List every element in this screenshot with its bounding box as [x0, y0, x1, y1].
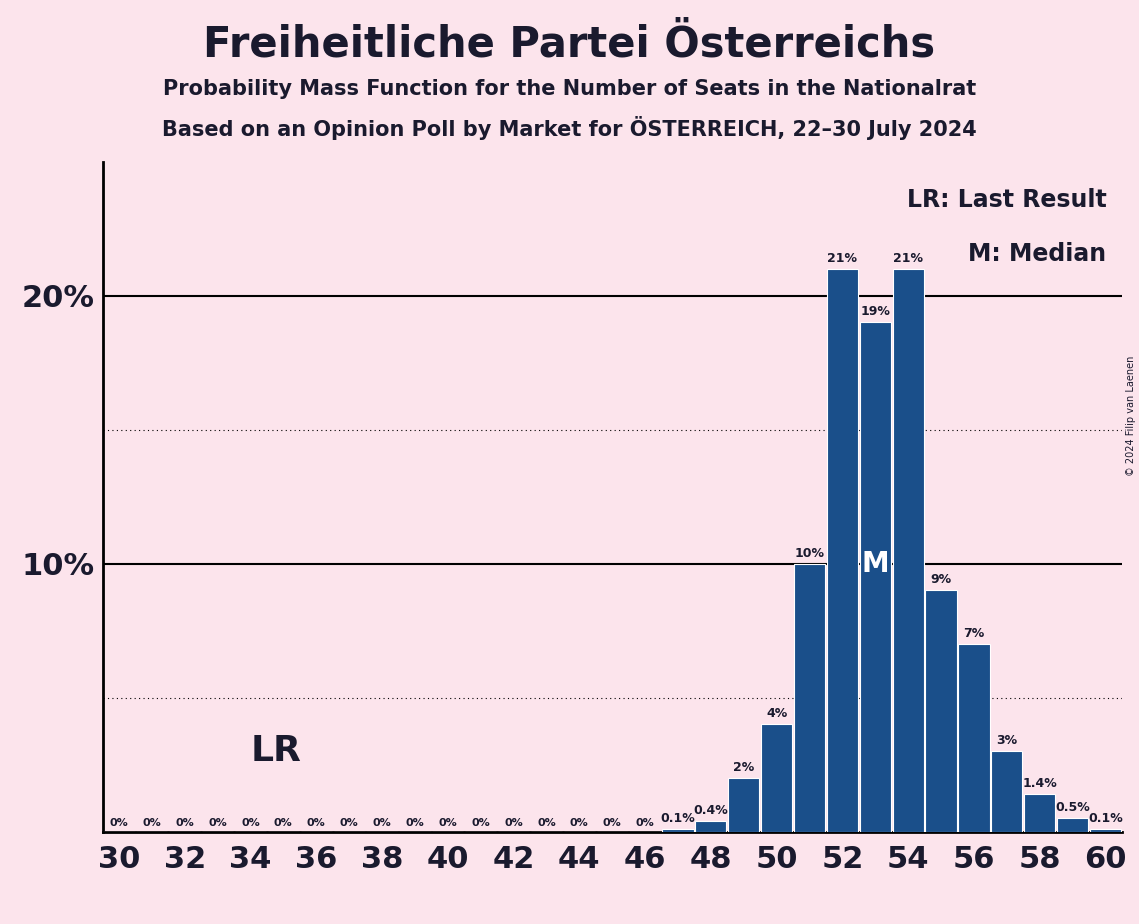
Bar [1057, 819, 1088, 832]
Text: LR: Last Result: LR: Last Result [907, 188, 1107, 213]
Text: 0%: 0% [603, 818, 622, 828]
Bar [695, 821, 727, 832]
Text: M: M [861, 550, 890, 578]
Text: © 2024 Filip van Laenen: © 2024 Filip van Laenen [1125, 356, 1136, 476]
Bar [958, 644, 990, 832]
Text: 0%: 0% [306, 818, 326, 828]
Text: 21%: 21% [827, 252, 858, 265]
Bar [728, 778, 760, 832]
Text: Freiheitliche Partei Österreichs: Freiheitliche Partei Österreichs [204, 23, 935, 65]
Bar [1024, 794, 1056, 832]
Text: LR: LR [251, 735, 302, 768]
Text: 7%: 7% [964, 627, 984, 640]
Text: 0.1%: 0.1% [661, 812, 695, 825]
Bar [925, 590, 957, 832]
Text: 9%: 9% [931, 574, 951, 587]
Bar [794, 564, 825, 832]
Bar [827, 269, 858, 832]
Text: 0%: 0% [372, 818, 392, 828]
Bar [860, 322, 891, 832]
Text: 1.4%: 1.4% [1023, 777, 1057, 790]
Bar [991, 751, 1023, 832]
Text: 2%: 2% [734, 761, 754, 774]
Text: 19%: 19% [860, 306, 891, 319]
Text: M: Median: M: Median [968, 242, 1107, 266]
Bar [663, 829, 694, 832]
Text: 0%: 0% [274, 818, 293, 828]
Text: 0%: 0% [538, 818, 556, 828]
Text: 21%: 21% [893, 252, 924, 265]
Text: 10%: 10% [795, 547, 825, 560]
Text: 0%: 0% [439, 818, 457, 828]
Bar [1090, 829, 1121, 832]
Text: 0%: 0% [570, 818, 589, 828]
Text: 0.5%: 0.5% [1055, 801, 1090, 814]
Text: 0%: 0% [405, 818, 425, 828]
Text: 0%: 0% [636, 818, 655, 828]
Text: 0%: 0% [109, 818, 129, 828]
Text: 0%: 0% [142, 818, 162, 828]
Text: 0.4%: 0.4% [694, 804, 728, 817]
Text: Probability Mass Function for the Number of Seats in the Nationalrat: Probability Mass Function for the Number… [163, 79, 976, 99]
Text: 0.1%: 0.1% [1088, 812, 1123, 825]
Text: 4%: 4% [767, 708, 787, 721]
Text: 0%: 0% [208, 818, 227, 828]
Text: 0%: 0% [505, 818, 523, 828]
Bar [893, 269, 924, 832]
Text: 3%: 3% [997, 735, 1017, 748]
Bar [761, 724, 793, 832]
Text: 0%: 0% [241, 818, 260, 828]
Text: 0%: 0% [472, 818, 490, 828]
Text: Based on an Opinion Poll by Market for ÖSTERREICH, 22–30 July 2024: Based on an Opinion Poll by Market for Ö… [162, 116, 977, 140]
Text: 0%: 0% [175, 818, 194, 828]
Text: 0%: 0% [339, 818, 359, 828]
